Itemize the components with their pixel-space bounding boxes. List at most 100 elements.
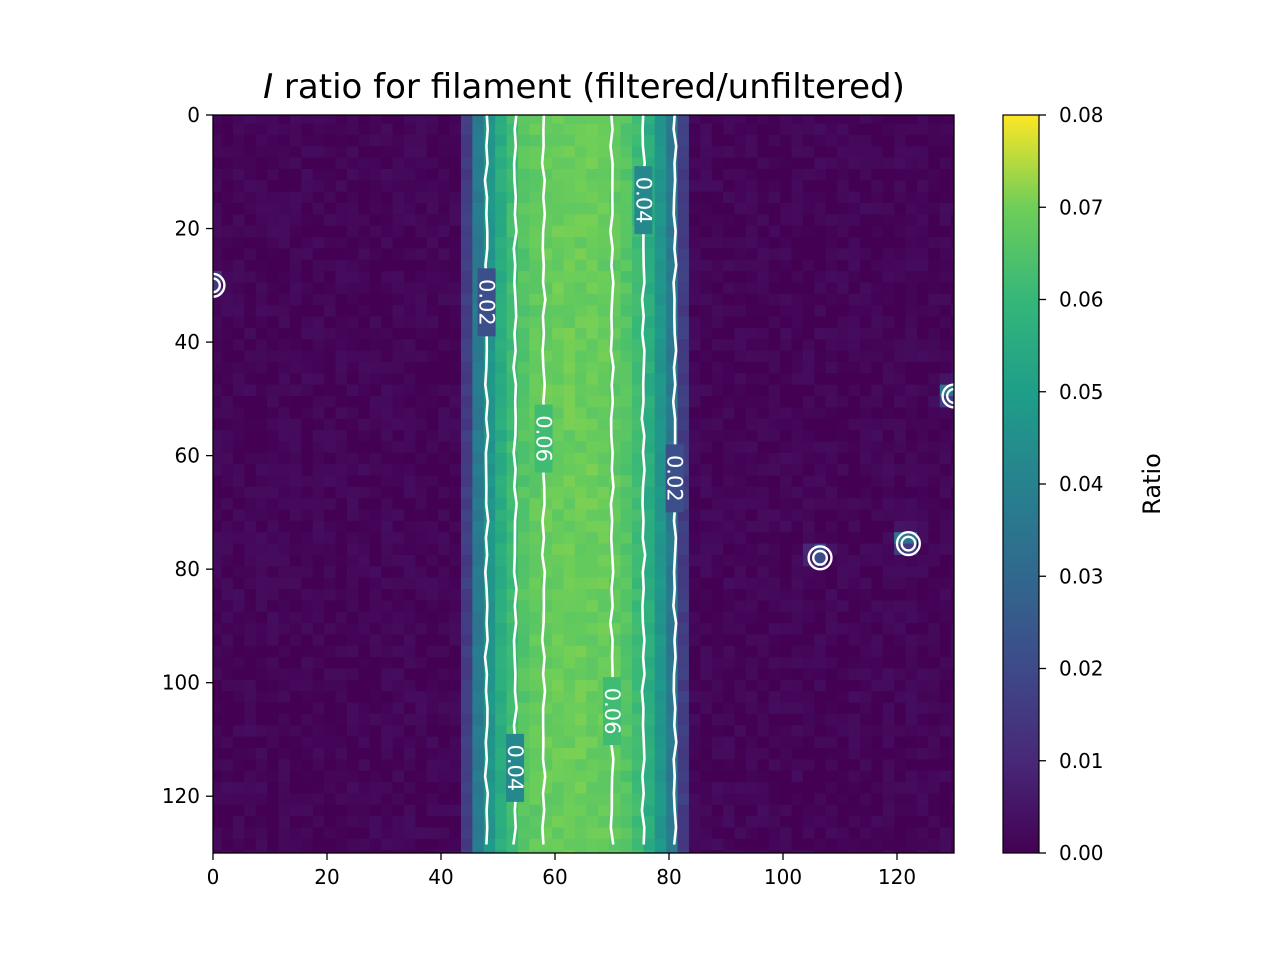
heatmap-cell — [392, 214, 405, 227]
heatmap-cell — [369, 293, 382, 306]
heatmap-cell — [745, 679, 758, 692]
heatmap-cell — [734, 543, 747, 556]
heatmap-cell — [597, 407, 610, 420]
heatmap-cell — [540, 225, 553, 238]
heatmap-cell — [232, 611, 245, 624]
heatmap-cell — [711, 134, 724, 147]
heatmap-cell — [586, 237, 599, 249]
heatmap-cell — [358, 498, 371, 511]
heatmap-cell — [620, 373, 633, 386]
heatmap-cell — [312, 759, 325, 772]
heatmap-cell — [415, 214, 428, 227]
heatmap-cell — [688, 623, 701, 636]
heatmap-cell — [415, 566, 428, 579]
heatmap-cell — [688, 554, 701, 567]
heatmap-cell — [768, 554, 781, 567]
heatmap-cell — [620, 361, 633, 374]
heatmap-cell — [631, 418, 644, 431]
heatmap-cell — [780, 804, 793, 817]
heatmap-cell — [495, 577, 508, 590]
heatmap-cell — [221, 361, 234, 374]
heatmap-cell — [517, 418, 530, 431]
heatmap-cell — [768, 759, 781, 772]
heatmap-cell — [563, 146, 576, 159]
heatmap-cell — [745, 180, 758, 193]
heatmap-cell — [324, 838, 337, 851]
heatmap-cell — [301, 679, 314, 692]
heatmap-cell — [905, 305, 918, 318]
heatmap-cell — [563, 566, 576, 579]
heatmap-cell — [244, 804, 257, 817]
heatmap-cell — [597, 134, 610, 147]
heatmap-cell — [848, 418, 861, 431]
heatmap-cell — [939, 441, 952, 454]
heatmap-cell — [700, 770, 713, 783]
heatmap-cell — [392, 759, 405, 772]
heatmap-cell — [506, 214, 519, 227]
heatmap-cell — [213, 486, 223, 499]
heatmap-cell — [213, 293, 223, 306]
heatmap-cell — [438, 316, 451, 329]
heatmap-cell — [586, 543, 599, 556]
heatmap-cell — [438, 146, 451, 159]
heatmap-cell — [951, 702, 954, 715]
heatmap-cell — [460, 259, 473, 272]
heatmap-cell — [620, 214, 633, 227]
heatmap-cell — [213, 736, 223, 749]
heatmap-cell — [802, 509, 815, 522]
heatmap-cell — [301, 123, 314, 136]
heatmap-cell — [506, 115, 519, 125]
heatmap-cell — [597, 486, 610, 499]
heatmap-cell — [768, 645, 781, 658]
heatmap-cell — [426, 838, 439, 851]
heatmap-cell — [597, 498, 610, 511]
heatmap-cell — [700, 464, 713, 477]
heatmap-cell — [734, 782, 747, 794]
heatmap-cell — [905, 827, 918, 840]
heatmap-cell — [335, 396, 348, 408]
contour-label: 0.04 — [503, 744, 527, 791]
heatmap-cell — [540, 350, 553, 363]
heatmap-cell — [609, 225, 622, 238]
heatmap-cell — [255, 248, 268, 261]
heatmap-cell — [916, 554, 929, 567]
heatmap-cell — [449, 747, 462, 760]
heatmap-cell — [415, 554, 428, 567]
heatmap-cell — [677, 520, 690, 533]
heatmap-cell — [802, 157, 815, 170]
heatmap-cell — [586, 305, 599, 318]
heatmap-cell — [700, 441, 713, 454]
heatmap-cell — [700, 225, 713, 238]
heatmap-cell — [346, 816, 359, 829]
heatmap-cell — [460, 736, 473, 749]
heatmap-cell — [688, 838, 701, 851]
heatmap-cell — [324, 657, 337, 670]
heatmap-cell — [426, 623, 439, 636]
heatmap-cell — [392, 657, 405, 670]
heatmap-cell — [745, 146, 758, 159]
heatmap-cell — [426, 361, 439, 374]
heatmap-cell — [871, 702, 884, 715]
heatmap-cell — [688, 180, 701, 193]
heatmap-cell — [951, 418, 954, 431]
heatmap-cell — [620, 804, 633, 817]
heatmap-cell — [734, 316, 747, 329]
heatmap-cell — [540, 736, 553, 749]
heatmap-cell — [916, 838, 929, 851]
heatmap-cell — [837, 486, 850, 499]
heatmap-cell — [688, 782, 701, 794]
heatmap-cell — [768, 115, 781, 125]
heatmap-cell — [472, 259, 485, 272]
heatmap-cell — [711, 282, 724, 295]
heatmap-cell — [837, 293, 850, 306]
heatmap-cell — [871, 123, 884, 136]
heatmap-cell — [814, 214, 827, 227]
heatmap-cell — [825, 225, 838, 238]
heatmap-cell — [415, 350, 428, 363]
heatmap-cell — [289, 725, 302, 738]
heatmap-cell — [255, 237, 268, 249]
heatmap-cell — [369, 350, 382, 363]
heatmap-cell — [802, 168, 815, 181]
heatmap-cell — [403, 509, 416, 522]
heatmap-cell — [871, 668, 884, 681]
